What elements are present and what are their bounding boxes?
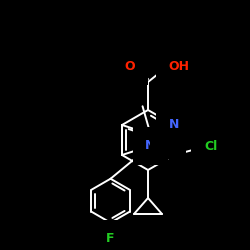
Text: O: O [125, 60, 135, 72]
Text: Cl: Cl [204, 140, 217, 153]
Text: N: N [163, 134, 173, 146]
Text: OH: OH [168, 60, 189, 72]
Text: F: F [106, 232, 115, 245]
Text: N: N [145, 139, 156, 152]
Text: N: N [169, 118, 179, 132]
